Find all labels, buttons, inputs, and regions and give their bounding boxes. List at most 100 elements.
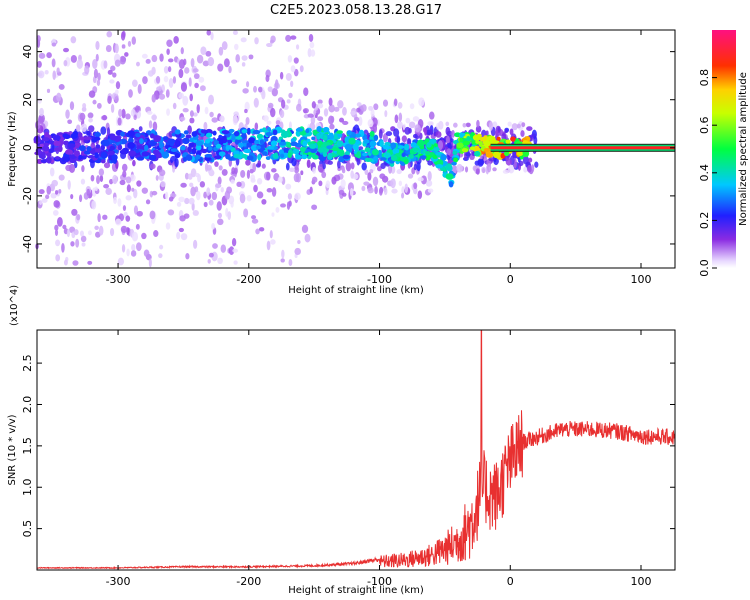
heatmap-noise-cell [163,65,169,74]
heatmap-noise-cell [217,257,223,265]
heatmap-ridge-cell [74,150,81,157]
heatmap-ridge-cell [191,147,197,155]
heatmap-noise-cell [317,99,323,105]
heatmap-ridge-cell [392,148,400,155]
heatmap-noise-cell [317,103,324,109]
heatmap-noise-cell [176,201,182,207]
heatmap-noise-cell [270,239,276,245]
heatmap-noise-cell [136,242,142,252]
heatmap-noise-cell [197,173,201,183]
heatmap-noise-cell [234,43,239,50]
heatmap-noise-cell [210,31,214,41]
heatmap-ridge-cell [221,130,230,135]
heatmap-ridge-cell [433,147,440,152]
heatmap-noise-cell [188,77,192,87]
heatmap-ridge-cell [41,137,50,142]
heatmap-ridge-cell [48,148,55,154]
heatmap-noise-cell [159,244,164,250]
heatmap-noise-cell [81,242,86,247]
heatmap-noise-cell [394,114,399,124]
heatmap-noise-cell [230,179,235,184]
heatmap-noise-cell [52,209,59,216]
heatmap-noise-cell [70,241,75,247]
heatmap-noise-cell [55,254,61,262]
heatmap-noise-cell [311,101,316,109]
heatmap-noise-cell [266,171,271,181]
heatmap-noise-cell [261,163,266,169]
heatmap-noise-cell [118,108,123,118]
heatmap-ridge-cell [84,136,92,141]
heatmap-noise-cell [435,131,442,138]
heatmap-noise-cell [251,218,259,224]
heatmap-noise-cell [253,85,257,93]
heatmap-noise-cell [153,230,159,238]
heatmap-noise-cell [221,168,228,176]
heatmap-noise-cell [488,121,494,131]
heatmap-ridge-cell [510,136,516,142]
heatmap-noise-cell [189,117,195,124]
heatmap-noise-cell [102,214,108,220]
snr-y-tick-label: 1.0 [21,478,34,496]
heatmap-noise-cell [235,54,240,63]
heatmap-noise-cell [141,53,148,59]
colorbar-gradient [712,30,736,268]
heatmap-noise-cell [196,104,200,114]
heatmap-noise-cell [114,96,119,103]
heatmap-ridge-cell [270,140,278,147]
snr-frame [36,329,676,571]
heatmap-noise-cell [37,70,45,79]
heatmap-noise-cell [193,112,198,117]
heatmap-noise-cell [46,185,52,195]
heatmap-noise-cell [228,195,235,205]
snr-y-tick-label: 1.5 [21,437,34,455]
heatmap-noise-cell [323,108,329,117]
heatmap-ridge-cell [295,130,301,137]
heatmap-ridge-cell [445,164,453,170]
heatmap-noise-cell [44,70,49,75]
heatmap-ridge-cell [195,154,201,160]
heatmap-ridge-cell [162,136,169,141]
heatmap-noise-cell [95,40,100,50]
heatmap-ridge-cell [483,148,490,153]
heatmap-noise-cell [117,198,122,207]
heatmap-noise-cell [121,44,126,49]
heatmap-noise-cell [428,111,435,120]
heatmap-noise-cell [300,170,304,176]
heatmap-ridge-cell [380,157,387,161]
heatmap-noise-cell [307,113,314,118]
heatmap-noise-cell [349,187,354,197]
colorbar-ticks: 0.0 0.2 0.4 0.6 0.8 [698,69,717,277]
heatmap-noise-cell [122,170,127,178]
heatmap-ridge-cell [195,144,202,151]
heatmap-noise-cell [317,116,324,122]
heatmap-noise-cell [170,193,177,198]
heatmap-ridge-cell [355,133,361,138]
heatmap-noise-cell [136,210,143,217]
heatmap-noise-cell [211,117,218,123]
heatmap-noise-cell [80,178,86,185]
heatmap-ridge-cell [296,154,302,160]
heatmap-noise-cell [345,161,352,172]
heatmap-ridge-cell [233,130,240,137]
heatmap-noise-cell [180,182,187,188]
heatmap-noise-cell [234,167,238,175]
heatmap-noise-cell [38,52,46,59]
heatmap-ridge-cell [195,140,204,146]
heatmap-noise-cell [393,128,400,137]
heatmap-noise-cell [125,176,132,184]
heatmap-noise-cell [208,94,214,105]
heatmap-noise-cell [122,205,127,211]
heatmap-noise-cell [228,65,232,74]
heatmap-ridge-cell [473,145,480,152]
heatmap-noise-cell [398,112,403,122]
heatmap-noise-cell [244,108,248,114]
heatmap-ridge-cell [331,147,340,152]
heatmap-noise-cell [146,110,153,115]
heatmap-noise-cell [379,173,386,180]
heatmap-ridge-cell [212,130,217,136]
heatmap-noise-cell [117,257,125,266]
heatmap-noise-cell [159,53,164,62]
heatmap-ridge-cell [127,130,135,137]
heatmap-ridge-cell [316,125,322,133]
heatmap-ridge-cell [225,145,233,150]
